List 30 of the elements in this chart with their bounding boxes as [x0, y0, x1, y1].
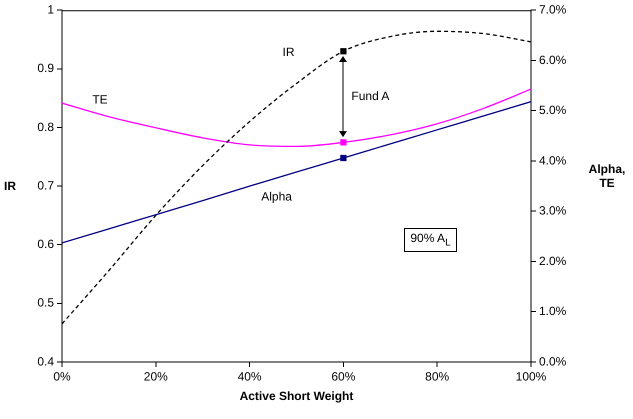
- x-tick-label: 60%: [331, 370, 356, 384]
- y-tick-label: 0.4: [37, 354, 54, 368]
- y-axis-title: IR: [4, 179, 16, 194]
- y-tick-label: 0.6: [37, 237, 54, 252]
- y-tick-label: 0.5: [37, 296, 54, 310]
- series-label: IR: [282, 44, 295, 59]
- y-tick-label: 0.9: [37, 61, 54, 76]
- x-tick-label: 0%: [53, 370, 71, 384]
- y2-tick-label: 6.0%: [539, 52, 567, 67]
- x-tick-label: 20%: [144, 370, 168, 384]
- series-label: Alpha: [261, 189, 292, 204]
- y-tick-label: 0.8: [37, 120, 54, 134]
- y2-tick-label: 2.0%: [539, 254, 567, 268]
- y2-tick-label: 7.0%: [539, 2, 567, 17]
- y-tick-label: 1: [47, 2, 54, 17]
- series-label: TE: [92, 92, 108, 106]
- y2-tick-label: 0.0%: [539, 354, 567, 368]
- y2-tick-label: 5.0%: [539, 103, 567, 118]
- x-tick-label: 40%: [238, 370, 262, 384]
- y2-tick-label: 3.0%: [539, 204, 567, 218]
- y-tick-label: 0.7: [37, 178, 54, 192]
- x-tick-label: 100%: [516, 370, 547, 384]
- x-tick-label: 80%: [425, 370, 450, 384]
- y2-tick-label: 4.0%: [539, 153, 567, 168]
- line-series: [62, 88, 531, 148]
- y2-axis-title: Alpha, TE: [588, 162, 626, 190]
- annotation: 90% A$_{L}$: [404, 228, 457, 252]
- x-axis-title: Active Short Weight: [238, 389, 354, 403]
- y2-tick-label: 1.0%: [539, 304, 567, 318]
- annotation: Fund A: [351, 88, 390, 103]
